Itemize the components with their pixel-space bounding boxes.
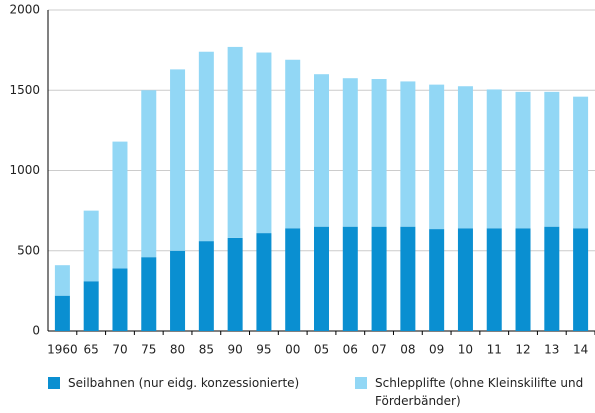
bar-segment — [227, 46, 243, 238]
bar-segment — [170, 250, 186, 331]
y-tick-label: 500 — [17, 243, 40, 257]
bar-segment — [400, 81, 416, 227]
x-tick-label: 11 — [487, 343, 502, 357]
bar-segment — [371, 226, 387, 331]
x-tick-label: 90 — [227, 343, 242, 357]
x-tick-label: 10 — [458, 343, 473, 357]
x-tick-label: 06 — [343, 343, 358, 357]
bar-segment — [515, 91, 531, 229]
bar-segment — [285, 228, 301, 331]
bar-segment — [112, 268, 128, 331]
x-tick-label: 00 — [285, 343, 300, 357]
bar-segment — [371, 79, 387, 227]
bar-segment — [170, 69, 186, 251]
bar-segment — [573, 228, 589, 331]
bar-segment — [342, 226, 358, 331]
legend-label: Seilbahnen (nur eidg. konzessionierte) — [68, 376, 300, 390]
bar-segment — [429, 84, 445, 230]
bar-segment — [112, 141, 128, 269]
bar-segment — [457, 86, 473, 229]
bar-segment — [256, 52, 272, 234]
bar-segment — [54, 265, 70, 296]
x-tick-label: 08 — [400, 343, 415, 357]
bar-segment — [54, 295, 70, 331]
bar-segment — [429, 229, 445, 331]
x-tick-label: 95 — [256, 343, 271, 357]
bar-segment — [573, 96, 589, 229]
bar-segment — [544, 91, 560, 227]
x-tick-label: 65 — [84, 343, 99, 357]
x-tick-label: 75 — [141, 343, 156, 357]
x-tick-label: 70 — [112, 343, 127, 357]
x-tick-label: 12 — [515, 343, 530, 357]
legend-swatch — [355, 377, 367, 389]
x-tick-label: 1960 — [47, 343, 78, 357]
bar-segment — [83, 210, 99, 282]
x-tick-label: 07 — [371, 343, 386, 357]
bar-segment — [400, 226, 416, 331]
legend-item: Seilbahnen (nur eidg. konzessionierte) — [48, 374, 338, 392]
x-tick-label: 14 — [573, 343, 588, 357]
legend-label: Schlepplifte (ohne Kleinskilifte und För… — [375, 376, 584, 408]
bar-segment — [227, 237, 243, 331]
x-tick-label: 85 — [199, 343, 214, 357]
x-tick-label: 80 — [170, 343, 185, 357]
bar-segment — [342, 78, 358, 227]
bar-segment — [486, 89, 502, 229]
legend-swatch — [48, 377, 60, 389]
bar-segment — [141, 90, 157, 258]
y-tick-label: 1000 — [9, 163, 40, 177]
bar-segment — [285, 59, 301, 229]
bar-segment — [256, 233, 272, 331]
chart: 0 500 1000 1500 2000 1960 65 70 75 80 85 90 95 00 05 06… — [9, 3, 595, 357]
bar-segment — [515, 228, 531, 331]
legend-item: Schlepplifte (ohne Kleinskilifte und För… — [355, 374, 590, 410]
bar-segment — [486, 228, 502, 331]
bar-segment — [544, 226, 560, 331]
bar-segment — [141, 257, 157, 331]
bar-segment — [314, 74, 329, 227]
y-tick-label: 1500 — [9, 83, 40, 97]
bar-segment — [457, 228, 473, 331]
bar-segment — [198, 51, 214, 242]
y-tick-label: 2000 — [9, 3, 40, 17]
x-tick-label: 13 — [544, 343, 559, 357]
y-tick-label: 0 — [32, 324, 40, 338]
bar-segment — [314, 226, 329, 331]
bar-segment — [83, 281, 99, 331]
bar-segment — [198, 241, 214, 331]
x-tick-label: 05 — [314, 343, 329, 357]
x-tick-label: 09 — [429, 343, 444, 357]
